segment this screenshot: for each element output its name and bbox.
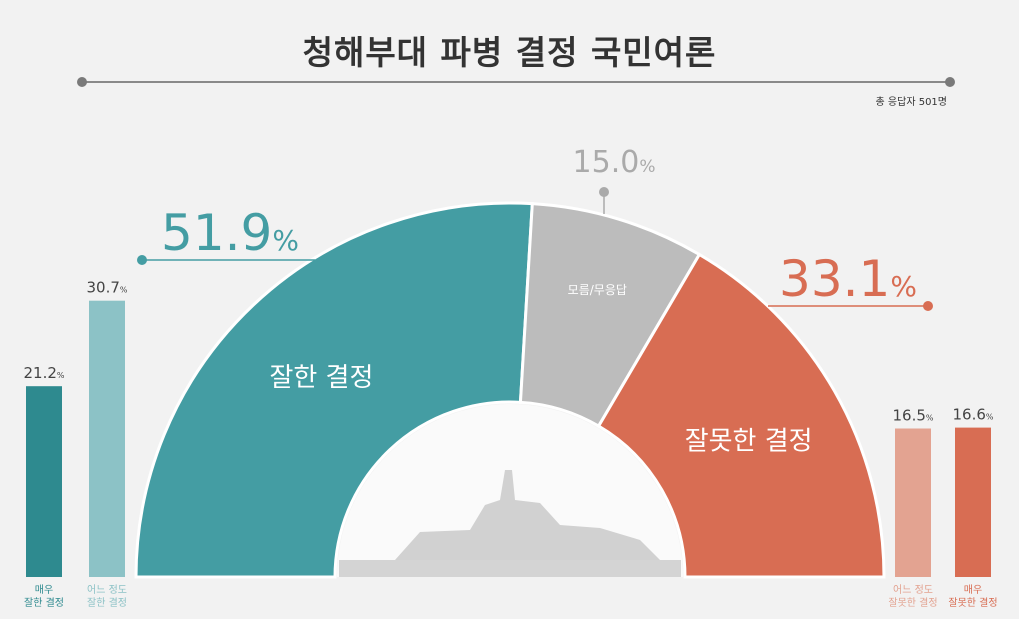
bad-detail-category-0-line-1: 잘못한 결정 [888, 597, 937, 609]
bad-detail-bar-1 [955, 427, 991, 577]
pct-label-good: 51.9% [161, 204, 299, 262]
donut-slice-label-0: 잘한 결정 [269, 363, 373, 393]
good-detail-category-1-line-1: 잘한 결정 [87, 597, 127, 609]
callout-dot-good [137, 255, 147, 265]
callout-dot-bad [923, 301, 933, 311]
donut-slice-2 [596, 252, 886, 579]
good-detail-bar-1 [89, 300, 125, 577]
callout-dot-unknown [599, 187, 609, 197]
title-rule [82, 81, 950, 83]
pct-label-unknown: 15.0% [573, 145, 656, 180]
good-detail-value-1: 30.7% [86, 279, 127, 297]
bad-detail-bar-0 [895, 428, 931, 577]
good-detail-category-0-line-0: 매우 [35, 584, 53, 596]
bad-detail-value-0: 16.5% [892, 407, 933, 425]
good-detail-category-1-line-0: 어느 정도 [87, 584, 127, 596]
bad-detail-category-0-line-0: 어느 정도 [893, 584, 933, 596]
rule-right-dot [945, 77, 955, 87]
donut-slice-label-2: 잘못한 결정 [685, 426, 813, 456]
good-detail-bar-0 [26, 386, 62, 577]
rule-left-dot [77, 77, 87, 87]
sea-band [339, 560, 681, 577]
donut-slice-0 [134, 201, 534, 579]
bad-detail-category-1-line-0: 매우 [964, 584, 982, 596]
donut-slice-label-1: 모름/무응답 [568, 283, 627, 297]
chart-title: 청해부대 파병 결정 국민여론 [302, 33, 717, 72]
respondent-count: 총 응답자 501명 [875, 97, 947, 108]
good-detail-category-0-line-1: 잘한 결정 [24, 597, 64, 609]
good-detail-value-0: 21.2% [23, 364, 64, 382]
bad-detail-category-1-line-1: 잘못한 결정 [948, 597, 997, 609]
pct-label-bad: 33.1% [779, 250, 917, 308]
bad-detail-value-1: 16.6% [952, 406, 993, 424]
ship-silhouette-icon [395, 470, 660, 560]
